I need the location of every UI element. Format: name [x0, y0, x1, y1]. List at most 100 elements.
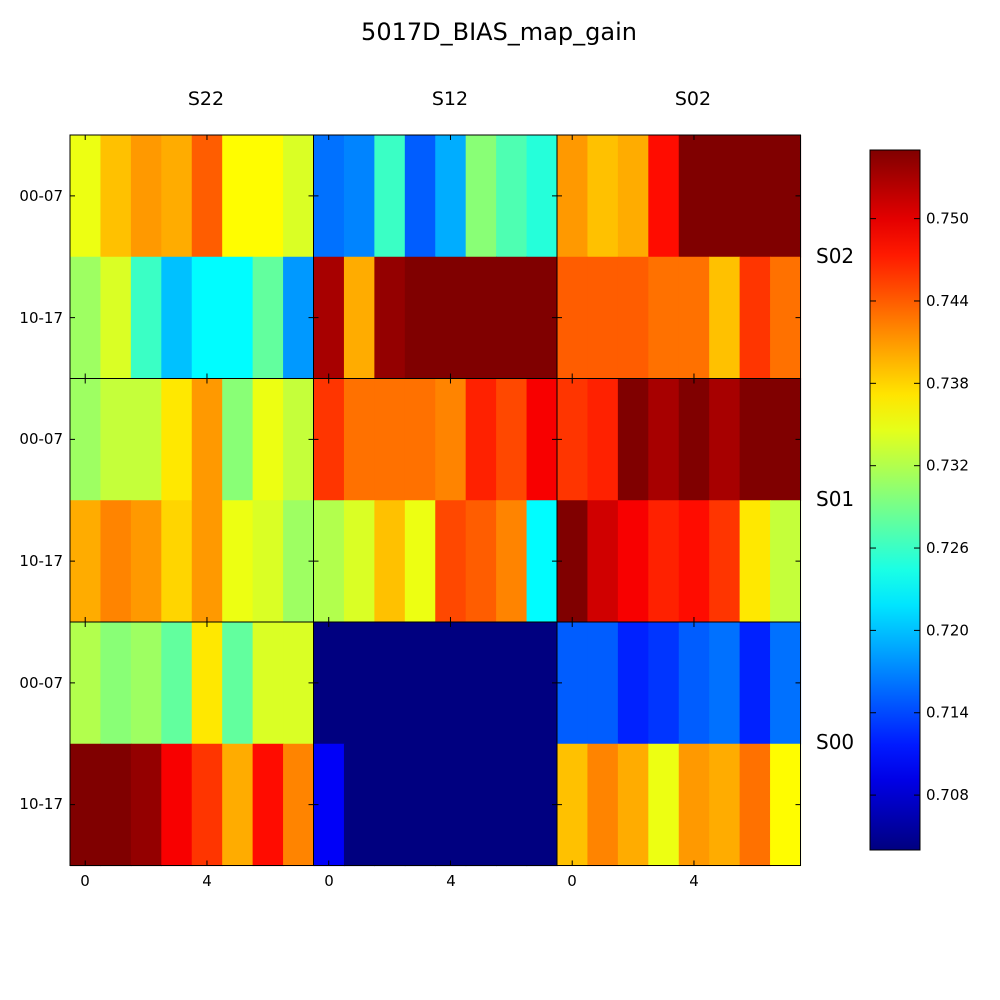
- x-tick-label: 4: [689, 872, 699, 890]
- heatmap-cell: [617, 256, 649, 380]
- heatmap-cell: [70, 622, 102, 745]
- heatmap-cell: [435, 622, 467, 745]
- heatmap-cell: [252, 256, 284, 380]
- heatmap-cell: [465, 743, 497, 867]
- heatmap-cell: [587, 500, 619, 623]
- heatmap-cell: [496, 500, 528, 623]
- heatmap-cell: [709, 500, 741, 623]
- heatmap-cell: [648, 135, 680, 258]
- heatmap-cell: [435, 500, 467, 623]
- heatmap-cell: [587, 378, 619, 501]
- heatmap-cell: [70, 743, 102, 867]
- heatmap-cell: [191, 135, 223, 258]
- heatmap-cell: [70, 378, 102, 501]
- heatmap-cell: [161, 622, 193, 745]
- heatmap-cell: [496, 378, 528, 501]
- heatmap-cell: [130, 135, 162, 258]
- heatmap-cell: [496, 135, 528, 258]
- heatmap-cell: [70, 135, 102, 258]
- heatmap-cell: [343, 500, 375, 623]
- heatmap-cell: [252, 622, 284, 745]
- heatmap-cell: [161, 743, 193, 867]
- heatmap-cell: [709, 256, 741, 380]
- heatmap-cell: [252, 135, 284, 258]
- heatmap-cell: [739, 622, 771, 745]
- heatmap-cell: [222, 622, 254, 745]
- heatmap-cell: [587, 743, 619, 867]
- heatmap-cell: [222, 378, 254, 501]
- heatmap-cell: [404, 500, 436, 623]
- column-group-label: S12: [432, 88, 468, 110]
- colorbar-tick-label: 0.726: [926, 539, 969, 557]
- heatmap-cell: [343, 378, 375, 501]
- heatmap-cell: [617, 500, 649, 623]
- heatmap-cell: [313, 378, 345, 501]
- heatmap-cell: [404, 256, 436, 380]
- heatmap-cell: [557, 135, 589, 258]
- heatmap-cell: [678, 378, 710, 501]
- row-sublabel: 00-07: [19, 430, 63, 448]
- heatmap-cell: [100, 500, 132, 623]
- heatmap-cell: [374, 135, 406, 258]
- heatmap-cell: [648, 622, 680, 745]
- panel-frames: [69, 134, 801, 866]
- heatmap-cell: [435, 256, 467, 380]
- panel-frame: [556, 621, 801, 866]
- heatmap-cell: [465, 622, 497, 745]
- heatmap-cell: [739, 743, 771, 867]
- colorbar-tick-label: 0.732: [926, 457, 969, 475]
- heatmap-cell: [191, 378, 223, 501]
- heatmap-cell: [252, 743, 284, 867]
- colorbar-tick-label: 0.744: [926, 292, 969, 310]
- heatmap-cell: [617, 378, 649, 501]
- heatmap-cell: [678, 622, 710, 745]
- heatmap-cell: [313, 743, 345, 867]
- heatmap-cell: [678, 135, 710, 258]
- heatmap-cell: [587, 135, 619, 258]
- heatmap-cell: [374, 622, 406, 745]
- colorbar-tick-label: 0.750: [926, 210, 969, 228]
- heatmap-cell: [161, 378, 193, 501]
- heatmap-cell: [70, 256, 102, 380]
- heatmap-cell: [617, 135, 649, 258]
- column-group-label: S22: [188, 88, 224, 110]
- heatmap-cell: [678, 500, 710, 623]
- heatmap-cell: [374, 500, 406, 623]
- heatmap-cell: [465, 500, 497, 623]
- heatmap-cell: [496, 256, 528, 380]
- heatmap-cell: [557, 622, 589, 745]
- row-sublabel: 10-17: [19, 552, 63, 570]
- heatmap-cell: [739, 500, 771, 623]
- heatmap-cell: [709, 378, 741, 501]
- colorbar-tick-label: 0.720: [926, 621, 969, 639]
- heatmap-cell: [130, 500, 162, 623]
- heatmap-cell: [100, 622, 132, 745]
- heatmap-cell: [130, 743, 162, 867]
- colorbar-tick-label: 0.708: [926, 786, 969, 804]
- heatmap-cell: [191, 743, 223, 867]
- heatmap-cell: [130, 622, 162, 745]
- heatmap-cell: [709, 135, 741, 258]
- x-tick-label: 0: [567, 872, 577, 890]
- heatmap-cell: [496, 622, 528, 745]
- heatmap-cell: [222, 256, 254, 380]
- heatmap-cell: [313, 135, 345, 258]
- heatmap-cell: [465, 135, 497, 258]
- heatmap-cell: [343, 135, 375, 258]
- colorbar: [869, 149, 921, 851]
- row-group-label: S00: [816, 730, 854, 754]
- heatmap-cell: [587, 622, 619, 745]
- heatmap-cell: [435, 378, 467, 501]
- heatmap-cell: [130, 256, 162, 380]
- heatmap-cell: [100, 135, 132, 258]
- heatmap-cell: [191, 256, 223, 380]
- heatmap-cell: [648, 256, 680, 380]
- heatmap-cell: [70, 500, 102, 623]
- heatmap-cell: [343, 743, 375, 867]
- heatmap-cell: [100, 256, 132, 380]
- heatmap-cell: [557, 743, 589, 867]
- x-tick-label: 4: [202, 872, 212, 890]
- heatmap-cell: [404, 622, 436, 745]
- heatmap-cell: [374, 256, 406, 380]
